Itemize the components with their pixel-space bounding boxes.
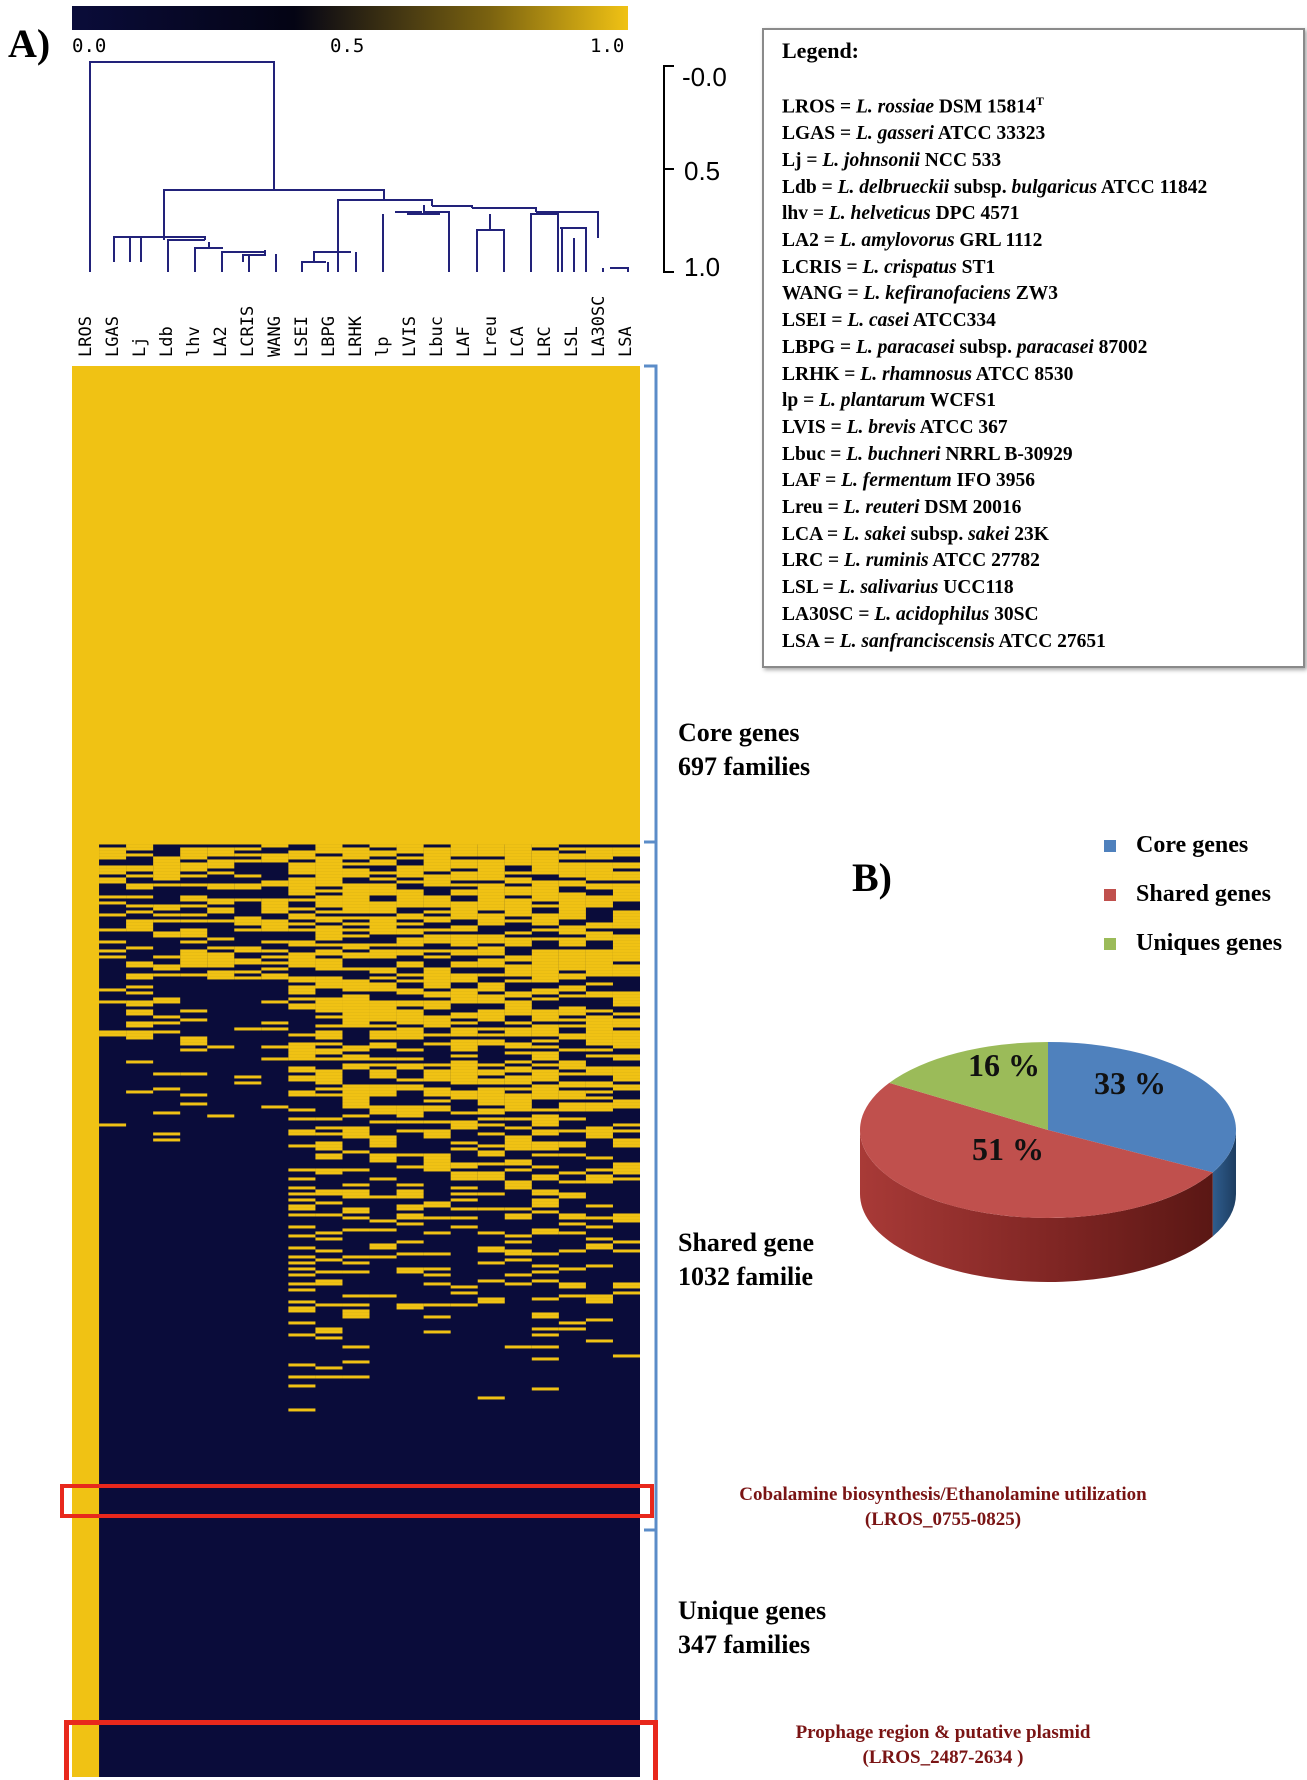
- scale-tick-2: 1.0: [684, 252, 721, 282]
- pie-label-shared: 51 %: [972, 1131, 1044, 1167]
- legend-entry: LVIS = L. brevis ATCC 367: [782, 416, 1008, 438]
- pie-slice-shared: [860, 1082, 1213, 1218]
- legend-entry: LSA = L. sanfranciscensis ATCC 27651: [782, 630, 1106, 652]
- core-bracket: [644, 364, 658, 844]
- legend-entry: Lj = L. johnsonii NCC 533: [782, 149, 1002, 171]
- legend-entry: lhv = L. helveticus DPC 4571: [782, 203, 1020, 225]
- pie-label-core: 33 %: [1094, 1065, 1166, 1101]
- core-genes-label: Core genes 697 families: [678, 716, 810, 784]
- shared-genes-label: Shared gene 1032 familie: [678, 1226, 832, 1294]
- column-label-lj: Lj: [129, 336, 150, 357]
- heatmap: [72, 366, 640, 1777]
- pie-chart: 33 % 51 % 16 %: [860, 1042, 1236, 1282]
- column-label-lreu: Lreu: [481, 316, 502, 357]
- legend-entry: LROS = L. rossiae DSM 15814T: [782, 94, 1044, 118]
- pie-legend: Core genes Shared genes Uniques genes: [1104, 832, 1282, 957]
- pie-side-shared: [860, 1130, 1213, 1282]
- column-label-lrc: LRC: [535, 326, 556, 357]
- legend-entry: LSL = L. salivarius UCC118: [782, 577, 1014, 599]
- column-label-la2: LA2: [210, 326, 231, 357]
- column-label-lros: LROS: [75, 316, 96, 357]
- core-genes-title: Core genes: [678, 718, 800, 747]
- legend-entry: LAF = L. fermentum IFO 3956: [782, 470, 1036, 492]
- core-genes-count: 697 families: [678, 752, 811, 781]
- legend-entry: Lreu = L. reuteri DSM 20016: [782, 497, 1022, 519]
- column-label-lbpg: LBPG: [318, 316, 339, 357]
- pie-legend-core-swatch: [1104, 840, 1116, 853]
- column-label-lhv: lhv: [183, 326, 204, 357]
- pie-legend-core-label: Core genes: [1136, 832, 1249, 858]
- column-label-lsl: LSL: [562, 326, 583, 357]
- pie-legend-unique: Uniques genes: [1104, 930, 1282, 957]
- prophage-annotation: Prophage region & putative plasmid (LROS…: [680, 1720, 1206, 1770]
- legend-entry: LRHK = L. rhamnosus ATCC 8530: [782, 363, 1074, 385]
- column-label-ldb: Ldb: [156, 326, 177, 357]
- shared-genes-title: Shared gene: [678, 1228, 815, 1257]
- legend-entry: LCA = L. sakei subsp. sakei 23K: [782, 523, 1049, 545]
- colorbar-gradient: [72, 6, 628, 30]
- column-label-lvis: LVIS: [400, 316, 421, 357]
- column-label-lrhk: LRHK: [346, 316, 366, 357]
- pie-legend-core: Core genes: [1104, 832, 1282, 859]
- shared-genes-block: [99, 844, 640, 1412]
- pie-legend-shared-swatch: [1104, 889, 1116, 902]
- dendrogram: [89, 61, 629, 272]
- colorbar-tick-low: 0.0: [72, 35, 107, 57]
- legend-entry: LA2 = L. amylovorus GRL 1112: [782, 230, 1043, 252]
- legend-entry: LSEI = L. casei ATCC334: [782, 310, 996, 332]
- panel-a-label: A): [8, 21, 51, 66]
- cobalamine-highlight-box: [60, 1484, 654, 1518]
- column-label-laf: LAF: [454, 326, 475, 357]
- panel-b-label: B): [852, 855, 892, 900]
- heatmap-column-lros: [72, 366, 100, 1777]
- pie-slice-unique: [889, 1042, 1048, 1130]
- dendrogram-scale-bar: [663, 65, 674, 273]
- scale-tick-1: 0.5: [684, 156, 721, 186]
- legend-entry: Lbuc = L. buchneri NRRL B-30929: [782, 443, 1073, 465]
- legend-entry: LRC = L. ruminis ATCC 27782: [782, 550, 1040, 572]
- legend-entry: lp = L. plantarum WCFS1: [782, 390, 996, 412]
- shared-bracket: [644, 842, 658, 1532]
- colorbar-tick-high: 1.0: [590, 35, 625, 57]
- legend-entry: LA30SC = L. acidophilus 30SC: [782, 603, 1039, 625]
- column-label-lsei: LSEI: [291, 316, 312, 357]
- pie-legend-unique-swatch: [1104, 938, 1116, 951]
- cobalamine-annotation-title: Cobalamine biosynthesis/Ethanolamine uti…: [739, 1484, 1147, 1505]
- pie-legend-shared: Shared genes: [1104, 881, 1282, 908]
- legend-entry: LCRIS = L. crispatus ST1: [782, 256, 996, 278]
- pie-legend-unique-label: Uniques genes: [1136, 930, 1283, 956]
- shared-genes-count: 1032 familie: [678, 1262, 814, 1291]
- column-label-wang: WANG: [264, 316, 285, 357]
- legend-entry: Ldb = L. delbrueckii subsp. bulgaricus A…: [782, 176, 1208, 198]
- legend-box: Legend: LROS = L. rossiae DSM 15814T LGAS…: [762, 28, 1305, 668]
- column-label-lca: LCA: [508, 326, 529, 357]
- prophage-highlight-box: [64, 1720, 658, 1780]
- legend-entry: LGAS = L. gasseri ATCC 33323: [782, 123, 1046, 145]
- column-label-lsa: LSA: [616, 326, 637, 357]
- cobalamine-annotation: Cobalamine biosynthesis/Ethanolamine uti…: [680, 1482, 1206, 1532]
- column-label-lp: lp: [373, 336, 394, 357]
- column-label-la30sc: LA30SC: [589, 295, 610, 357]
- legend-entry: WANG = L. kefiranofaciens ZW3: [782, 283, 1059, 305]
- group-brackets: [644, 364, 658, 1777]
- core-genes-block: [72, 366, 640, 845]
- pie-side-core: [1212, 1130, 1236, 1237]
- scale-tick-0: -0.0: [682, 62, 727, 92]
- pie-label-unique: 16 %: [968, 1047, 1040, 1083]
- unique-genes-title: Unique genes: [678, 1596, 827, 1625]
- column-label-lcris: LCRIS: [237, 305, 258, 357]
- column-label-lbuc: Lbuc: [427, 316, 448, 357]
- legend-title: Legend:: [782, 38, 859, 63]
- unique-genes-label: Unique genes 347 families: [678, 1594, 826, 1662]
- prophage-annotation-range: (LROS_2487-2634 ): [862, 1747, 1024, 1768]
- pie-legend-shared-label: Shared genes: [1136, 881, 1271, 907]
- unique-genes-count: 347 families: [678, 1630, 811, 1659]
- cobalamine-annotation-range: (LROS_0755-0825): [864, 1509, 1022, 1530]
- pie-slice-core: [1048, 1042, 1236, 1173]
- column-label-lgas: LGAS: [102, 316, 123, 357]
- legend-entry: LBPG = L. paracasei subsp. paracasei 870…: [782, 336, 1148, 358]
- legend-entries: LROS = L. rossiae DSM 15814T LGAS = L. ga…: [782, 88, 1285, 655]
- prophage-annotation-title: Prophage region & putative plasmid: [795, 1722, 1091, 1743]
- colorbar-tick-mid: 0.5: [330, 35, 365, 57]
